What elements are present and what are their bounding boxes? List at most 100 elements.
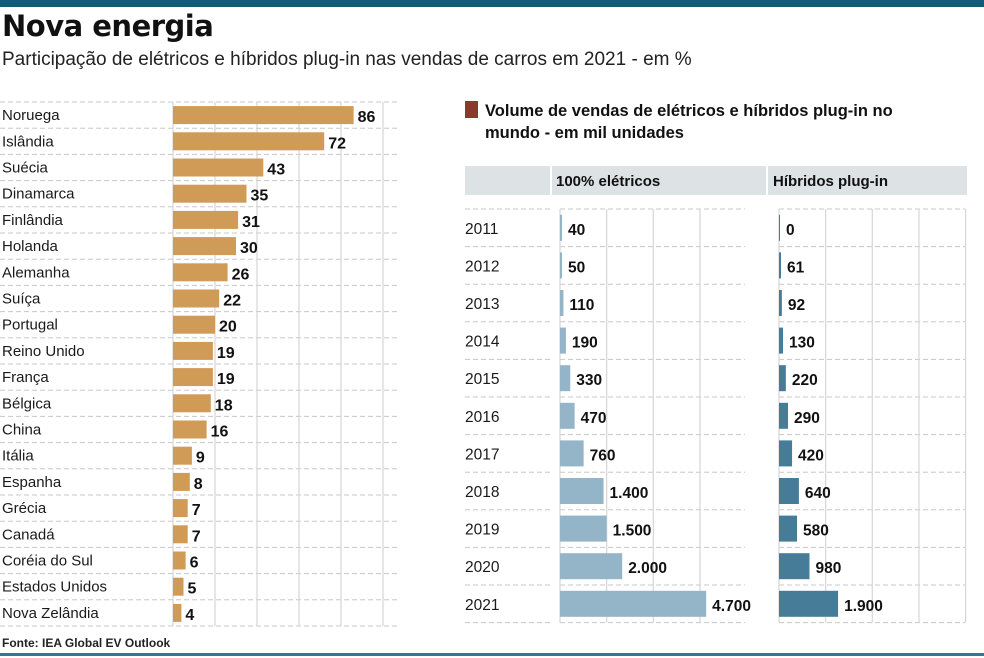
country-bar (173, 341, 213, 360)
country-bar (173, 472, 190, 491)
country-value-label: 7 (192, 502, 201, 519)
country-bar (173, 263, 228, 282)
country-label: Nova Zelândia (2, 605, 99, 622)
country-label: Canadá (2, 526, 55, 543)
electric-value-label: 470 (581, 410, 607, 427)
table-header-cell (552, 166, 766, 195)
hybrid-bar (779, 553, 810, 580)
country-bar (173, 394, 211, 413)
country-label: Coréia do Sul (2, 553, 93, 570)
electric-bar (560, 214, 562, 241)
electric-bar (560, 327, 566, 354)
country-bar (173, 132, 325, 151)
country-value-label: 31 (242, 214, 260, 231)
table-header-cell (768, 166, 967, 195)
country-label: Holanda (2, 238, 59, 255)
country-label: França (2, 369, 49, 386)
country-value-label: 86 (358, 109, 376, 126)
country-value-label: 4 (185, 607, 194, 624)
electric-value-label: 1.500 (613, 523, 652, 540)
country-label: Islândia (2, 133, 54, 150)
hybrid-value-label: 980 (815, 560, 841, 577)
hybrid-bar (779, 440, 793, 467)
hybrid-bar (779, 515, 798, 542)
hybrid-bar (779, 327, 784, 354)
hybrid-bar (779, 214, 780, 241)
country-value-label: 16 (211, 424, 229, 441)
electric-bar (560, 252, 562, 279)
country-bar (173, 184, 247, 203)
country-value-label: 26 (232, 266, 250, 283)
country-bar (173, 603, 182, 622)
country-value-label: 6 (190, 555, 199, 572)
electric-bar (560, 402, 575, 429)
section-marker-icon (465, 101, 478, 118)
country-label: China (2, 422, 42, 439)
country-bar (173, 315, 215, 334)
hybrid-value-label: 580 (803, 523, 829, 540)
country-value-label: 18 (215, 397, 233, 414)
hybrid-bar (779, 478, 799, 504)
hybrid-value-label: 640 (805, 485, 831, 502)
country-label: Grécia (2, 500, 47, 517)
year-label: 2019 (465, 522, 499, 539)
country-bar (173, 237, 236, 256)
year-label: 2017 (465, 446, 499, 463)
top-accent-bar (0, 0, 984, 7)
hybrid-value-label: 130 (789, 335, 815, 352)
series-header-hybrid: Híbridos plug-in (773, 173, 888, 190)
electric-value-label: 4.700 (712, 598, 751, 615)
country-bar (173, 289, 220, 308)
right-chart-title: Volume de vendas de elétricos e híbridos… (485, 102, 893, 142)
country-bar (173, 368, 213, 387)
hybrid-bar (779, 402, 789, 429)
hybrid-value-label: 220 (792, 372, 818, 389)
country-label: Dinamarca (2, 186, 75, 203)
year-label: 2018 (465, 484, 499, 501)
year-label: 2012 (465, 258, 499, 275)
electric-value-label: 760 (590, 447, 616, 464)
hybrid-value-label: 61 (787, 259, 805, 276)
country-value-label: 30 (240, 240, 258, 257)
year-label: 2013 (465, 296, 499, 313)
country-value-label: 19 (217, 371, 235, 388)
electric-bar (560, 590, 707, 617)
electric-value-label: 1.400 (610, 485, 649, 502)
hybrid-bar (779, 252, 781, 279)
country-label: Portugal (2, 317, 58, 334)
hybrid-bar (779, 290, 782, 316)
electric-bar (560, 515, 607, 542)
electric-value-label: 2.000 (628, 560, 667, 577)
table-header-cell (465, 166, 550, 195)
country-label: Reino Unido (2, 343, 85, 360)
electric-bar (560, 290, 564, 316)
country-value-label: 8 (194, 476, 203, 493)
hybrid-bar (779, 365, 786, 392)
country-label: Espanha (2, 474, 62, 491)
country-label: Alemanha (2, 264, 70, 281)
electric-value-label: 50 (568, 259, 585, 276)
hybrid-value-label: 92 (788, 297, 805, 314)
country-bar (173, 158, 264, 177)
country-label: Estados Unidos (2, 579, 107, 596)
country-bar (173, 106, 354, 125)
electric-value-label: 110 (569, 297, 594, 314)
hybrid-value-label: 0 (786, 222, 795, 239)
country-bar (173, 551, 186, 570)
country-bar (173, 210, 239, 229)
year-label: 2020 (465, 559, 500, 576)
hybrid-value-label: 1.900 (844, 598, 883, 615)
hybrid-value-label: 290 (794, 410, 820, 427)
electric-bar (560, 553, 623, 580)
year-label: 2014 (465, 334, 500, 351)
country-value-label: 72 (328, 135, 346, 152)
page-subtitle: Participação de elétricos e híbridos plu… (2, 49, 692, 70)
country-bar (173, 525, 188, 544)
year-label: 2016 (465, 409, 499, 426)
country-label: Itália (2, 448, 34, 465)
bottom-accent-bar (0, 653, 984, 656)
country-value-label: 43 (267, 162, 285, 179)
year-label: 2011 (465, 221, 498, 238)
electric-bar (560, 440, 584, 467)
